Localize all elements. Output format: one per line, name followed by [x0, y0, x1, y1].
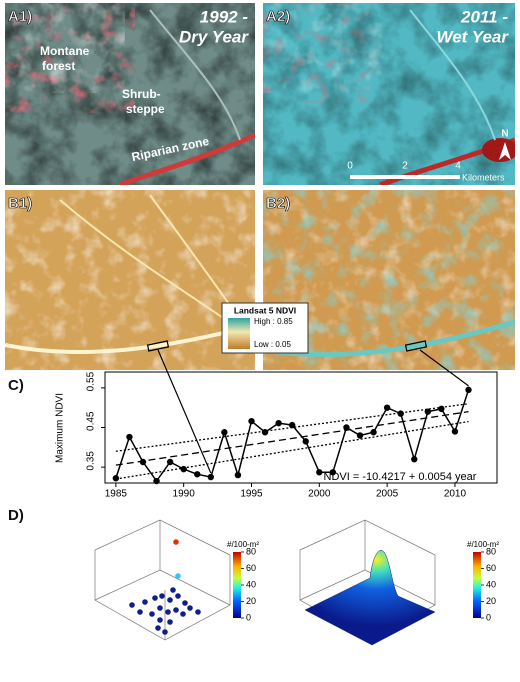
data-point — [207, 473, 214, 481]
colorbar-tick-label: 0 — [486, 612, 491, 622]
panel-label: A1) — [8, 8, 32, 25]
x-tick-label: 2005 — [376, 489, 399, 500]
panel-label: A2) — [266, 8, 290, 25]
colorbar — [233, 552, 241, 618]
x-tick-label: 2000 — [308, 489, 331, 500]
data-point — [465, 386, 472, 394]
legend-ramp — [228, 318, 250, 349]
data-point — [180, 465, 187, 473]
data-point — [356, 432, 364, 439]
data-point — [411, 456, 418, 463]
y-tick-label: 0.35 — [86, 451, 97, 471]
panel-title: Wet Year — [436, 27, 509, 46]
legend-title: Landsat 5 NDVI — [234, 305, 296, 315]
data-point — [397, 410, 404, 417]
fit-line — [115, 411, 469, 466]
panel-d: D) #/100-m² #/100-m² — [8, 507, 499, 646]
panel-title: 2011 - — [460, 7, 508, 26]
scale-unit: Kilometers — [462, 172, 505, 182]
data-point — [153, 477, 160, 485]
data-point — [424, 408, 432, 415]
y-axis-label: Maximum NDVI — [55, 393, 66, 463]
scale-label: 0 — [347, 161, 353, 172]
legend-label: High : 0.85 — [254, 317, 293, 326]
y-tick-label: 0.45 — [86, 411, 97, 431]
site-marker — [146, 340, 170, 352]
chart: C) Maximum NDVI NDVI = -10.4217 + 0.0054… — [8, 371, 498, 500]
colorbar-tick-label: 60 — [486, 563, 496, 573]
site-marker — [404, 340, 428, 352]
annotation: steppe — [126, 102, 165, 116]
panel-label: D) — [8, 507, 24, 524]
data-point — [288, 421, 296, 429]
data-point — [112, 475, 120, 482]
data-point — [126, 433, 133, 441]
connector — [157, 349, 212, 474]
north-label: N — [501, 129, 508, 140]
colorbar-tick-label: 20 — [486, 596, 496, 606]
panel-label: B2) — [266, 195, 290, 212]
scale-label: 4 — [455, 161, 461, 172]
colorbar-tick-label: 60 — [246, 563, 256, 573]
panel-title: 1992 - — [200, 7, 249, 26]
data-point — [248, 417, 255, 425]
plot-frame — [104, 371, 498, 484]
colorbar-tick-label: 40 — [486, 579, 496, 589]
data-point — [383, 404, 391, 411]
data-point — [302, 438, 309, 445]
image-a2 — [263, 3, 515, 185]
data-point — [221, 429, 228, 436]
data-point — [316, 469, 323, 476]
scale-bar — [350, 175, 460, 179]
data-point — [329, 469, 337, 476]
x-tick-label: 2010 — [444, 489, 467, 500]
colorbar-tick-label: 40 — [246, 579, 256, 589]
annotation: Shrub- — [122, 87, 161, 101]
surface — [304, 550, 436, 646]
x-tick-label: 1985 — [105, 489, 128, 500]
panel-label: C) — [8, 377, 24, 394]
data-point — [261, 429, 269, 436]
colorbar-tick-label: 80 — [486, 546, 496, 556]
equation: NDVI = -10.4217 + 0.0054 year — [324, 471, 477, 483]
colorbar-tick-label: 20 — [246, 596, 256, 606]
annotation: forest — [42, 59, 75, 73]
x-tick-label: 1995 — [240, 489, 263, 500]
point — [175, 573, 181, 579]
colorbar-tick-label: 80 — [246, 546, 256, 556]
data-point — [166, 458, 174, 466]
panel-label: B1) — [8, 195, 32, 212]
data-point — [343, 424, 350, 431]
data-point — [275, 419, 282, 427]
colorbar — [473, 552, 481, 618]
point — [173, 539, 179, 545]
image-a1 — [5, 3, 255, 185]
north-arrow — [499, 142, 511, 160]
data-point — [139, 458, 147, 466]
image-b1 — [5, 190, 255, 370]
annotation: Montane — [40, 44, 90, 58]
colorbar-title: #/100-m² — [467, 540, 499, 549]
points — [129, 539, 201, 635]
y-tick-label: 0.55 — [86, 371, 97, 391]
data-point — [451, 428, 459, 435]
colorbar-tick-label: 0 — [246, 612, 251, 622]
data-line — [115, 389, 470, 483]
x-tick-label: 1990 — [173, 489, 196, 500]
panel-title: Dry Year — [179, 27, 249, 46]
data-point — [438, 405, 445, 413]
ci-lower — [115, 420, 469, 480]
colorbar-title: #/100-m² — [227, 540, 259, 549]
legend-label: Low : 0.05 — [254, 340, 291, 349]
data-point — [370, 429, 377, 436]
connector — [419, 349, 469, 387]
data-point — [194, 471, 201, 478]
data-point — [234, 471, 242, 479]
scale-label: 2 — [402, 161, 408, 172]
